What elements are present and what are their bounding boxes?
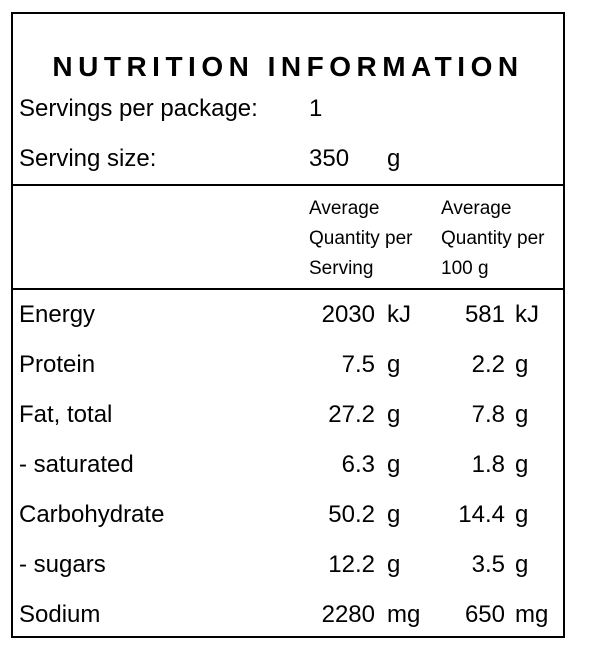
serving-size-unit: g [387,145,401,172]
per-100g-unit: g [515,501,529,528]
nutrient-label: - saturated [19,451,134,478]
per-100g-value: 650 [464,601,505,628]
nutrient-row-protein: Protein 7.5 g 2.2 g [13,350,563,380]
per-serving-unit: mg [387,601,421,628]
per-100g-unit: kJ [515,301,539,328]
panel-title: NUTRITION INFORMATION [52,51,524,82]
divider-top [13,184,563,186]
nutrient-label: Carbohydrate [19,501,165,528]
column-header-line: Average [309,198,380,219]
nutrient-label: Fat, total [19,401,113,428]
per-serving-unit: g [387,501,401,528]
per-100g-unit: g [515,351,529,378]
column-header-per-serving: Average Quantity per Serving [309,194,439,284]
per-100g-unit: mg [515,601,549,628]
servings-label: Servings per package: [19,95,258,122]
per-serving-unit: kJ [387,301,411,328]
nutrient-label: Protein [19,351,96,378]
per-serving-value: 2280 [321,601,375,628]
per-serving-value: 27.2 [328,401,375,428]
nutrient-label: Sodium [19,601,101,628]
per-serving-value: 50.2 [328,501,375,528]
nutrient-row-saturated: - saturated 6.3 g 1.8 g [13,450,563,480]
column-header-line: Average [441,198,512,219]
per-serving-unit: g [387,401,401,428]
nutrient-row-energy: Energy 2030 kJ 581 kJ [13,300,563,330]
per-serving-unit: g [387,451,401,478]
serving-size-value: 350 [309,145,350,172]
per-100g-value: 2.2 [471,351,505,378]
per-100g-unit: g [515,551,529,578]
nutrient-row-sodium: Sodium 2280 mg 650 mg [13,600,563,630]
column-header-line: 100 g [441,258,489,279]
nutrient-row-carbohydrate: Carbohydrate 50.2 g 14.4 g [13,500,563,530]
servings-value: 1 [309,95,323,122]
per-serving-unit: g [387,351,401,378]
per-serving-value: 7.5 [341,351,375,378]
per-serving-value: 12.2 [328,551,375,578]
per-100g-unit: g [515,451,529,478]
serving-size-label: Serving size: [19,145,157,172]
column-header-line: Serving [309,258,374,279]
per-100g-value: 3.5 [471,551,505,578]
column-header-line: Quantity per [441,228,545,249]
per-serving-value: 2030 [321,301,375,328]
column-header-per-100g: Average Quantity per 100 g [441,194,571,284]
per-100g-value: 581 [464,301,505,328]
divider-bottom [13,288,563,290]
nutrient-row-sugars: - sugars 12.2 g 3.5 g [13,550,563,580]
nutrient-label: Energy [19,301,96,328]
per-serving-unit: g [387,551,401,578]
column-header-line: Quantity per [309,228,413,249]
per-100g-unit: g [515,401,529,428]
nutrient-label: - sugars [19,551,106,578]
per-100g-value: 14.4 [458,501,505,528]
per-serving-value: 6.3 [341,451,375,478]
per-100g-value: 1.8 [471,451,505,478]
nutrient-row-fat-total: Fat, total 27.2 g 7.8 g [13,400,563,430]
per-100g-value: 7.8 [471,401,505,428]
nutrition-panel: NUTRITION INFORMATION Servings per packa… [11,12,565,638]
